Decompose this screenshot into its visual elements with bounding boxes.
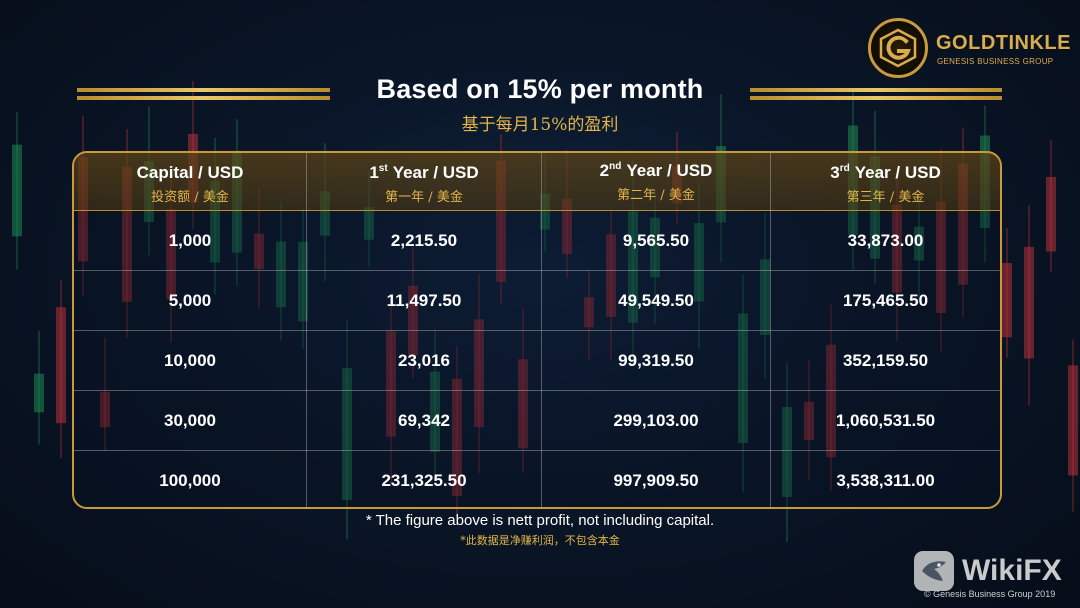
background-candle-body: [936, 201, 946, 314]
background-candle-body: [804, 401, 814, 441]
capital-cell: 30,000: [164, 411, 216, 430]
background-candle-body: [760, 259, 770, 336]
table-row: 10,000 23,016 99,319.50 352,159.50: [74, 331, 1000, 391]
column-divider: [541, 153, 542, 507]
year1-cell: 23,016: [398, 351, 450, 370]
header-capital: Capital / USD 投资额 / 美金: [136, 163, 244, 205]
background-candle-body: [914, 226, 924, 261]
background-candle-body: [958, 163, 968, 285]
gold-divider-right: [750, 87, 1002, 101]
profit-table: Capital / USD 投资额 / 美金 1st Year / USD 第一年…: [72, 151, 1002, 509]
year2-cell: 997,909.50: [613, 471, 699, 490]
background-candle-body: [628, 211, 638, 323]
row-divider: [74, 330, 1000, 331]
page-subtitle-cn: 基于每月15%的盈利: [461, 115, 619, 135]
gold-divider-left: [77, 87, 330, 101]
year3-cell: 1,060,531.50: [835, 411, 936, 430]
table-row: 5,000 11,497.50 49,549.50 175,465.50: [74, 271, 1000, 331]
row-divider: [74, 450, 1000, 451]
capital-cell: 100,000: [159, 471, 221, 490]
brand-name: GOLDTINKLE: [936, 32, 1071, 54]
background-candle-body: [1024, 246, 1034, 359]
background-candle-body: [496, 160, 506, 282]
year1-cell: 69,342: [398, 411, 450, 430]
background-candle-body: [364, 207, 374, 240]
row-divider: [74, 270, 1000, 271]
column-divider: [306, 153, 307, 507]
watermark-text: WikiFX: [962, 554, 1062, 587]
background-candle-body: [408, 285, 418, 356]
background-candle-body: [166, 209, 176, 300]
background-candle-body: [56, 307, 66, 424]
goldtinkle-logo-icon: [868, 18, 928, 78]
column-divider: [770, 153, 771, 507]
year3-cell: 33,873.00: [847, 231, 924, 250]
background-candle-body: [320, 191, 330, 236]
table-row: 100,000 231,325.50 997,909.50 3,538,311.…: [74, 451, 1000, 507]
year3-cell: 3,538,311.00: [836, 471, 935, 490]
page-title: Based on 15% per month: [376, 74, 704, 104]
year1-cell: 11,497.50: [386, 291, 462, 310]
copyright-text: © Genesis Business Group 2019: [924, 589, 1056, 599]
background-candle-body: [298, 241, 308, 322]
header-year-2: 2nd Year / USD 第二年 / 美金: [599, 161, 713, 203]
table-header: Capital / USD 投资额 / 美金 1st Year / USD 第一年…: [74, 153, 1000, 211]
background-candle-body: [738, 313, 748, 444]
background-candle-body: [342, 368, 352, 501]
background-candle-body: [518, 359, 528, 449]
background-candle-body: [540, 193, 550, 230]
capital-cell: 1,000: [168, 231, 212, 250]
year1-cell: 231,325.50: [381, 471, 467, 490]
table-row: 30,000 69,342 299,103.00 1,060,531.50: [74, 391, 1000, 451]
year3-cell: 175,465.50: [842, 291, 929, 310]
background-candle-body: [430, 371, 440, 452]
background-candle-body: [694, 223, 704, 302]
background-candle-body: [826, 344, 836, 458]
background-candle-body: [100, 391, 110, 428]
year2-cell: 49,549.50: [618, 291, 694, 310]
footnote: * The figure above is nett profit, not i…: [365, 512, 715, 529]
background-candle-body: [276, 241, 286, 308]
footnote-cn: *此数据是净赚利润，不包含本金: [460, 534, 620, 547]
table-row: 1,000 2,215.50 9,565.50 33,873.00: [74, 211, 1000, 271]
year1-cell: 2,215.50: [390, 231, 458, 250]
background-candle-body: [1068, 365, 1078, 476]
brand-tagline: GENESIS BUSINESS GROUP: [937, 57, 1054, 66]
year3-cell: 352,159.50: [842, 351, 929, 370]
background-candle-body: [474, 319, 484, 428]
background-candle-body: [562, 198, 572, 255]
background-candle-body: [782, 406, 792, 497]
background-candle-body: [34, 373, 44, 413]
header-year-1: 1st Year / USD 第一年 / 美金: [369, 163, 479, 205]
background-candle-body: [386, 331, 396, 437]
capital-cell: 10,000: [164, 351, 216, 370]
year2-cell: 299,103.00: [613, 411, 699, 430]
background-candle-body: [452, 378, 462, 497]
background-candle-body: [1002, 262, 1012, 338]
year2-cell: 9,565.50: [622, 231, 690, 250]
background-candle-body: [892, 204, 902, 293]
row-divider: [74, 390, 1000, 391]
background-candle-body: [606, 234, 616, 317]
background-candle-body: [584, 297, 594, 328]
header-year-3: 3rd Year / USD 第三年 / 美金: [830, 163, 941, 205]
capital-cell: 5,000: [168, 291, 212, 310]
wikifx-logo-icon: [914, 551, 954, 591]
background-candle-body: [12, 144, 22, 237]
background-candle-body: [122, 166, 132, 302]
year2-cell: 99,319.50: [618, 351, 694, 370]
brand-logo: GOLDTINKLE GENESIS BUSINESS GROUP: [868, 18, 1071, 78]
background-candle-body: [650, 217, 660, 278]
background-candle-body: [210, 180, 220, 263]
background-candle-body: [1046, 176, 1056, 252]
background-candle-body: [254, 233, 264, 269]
